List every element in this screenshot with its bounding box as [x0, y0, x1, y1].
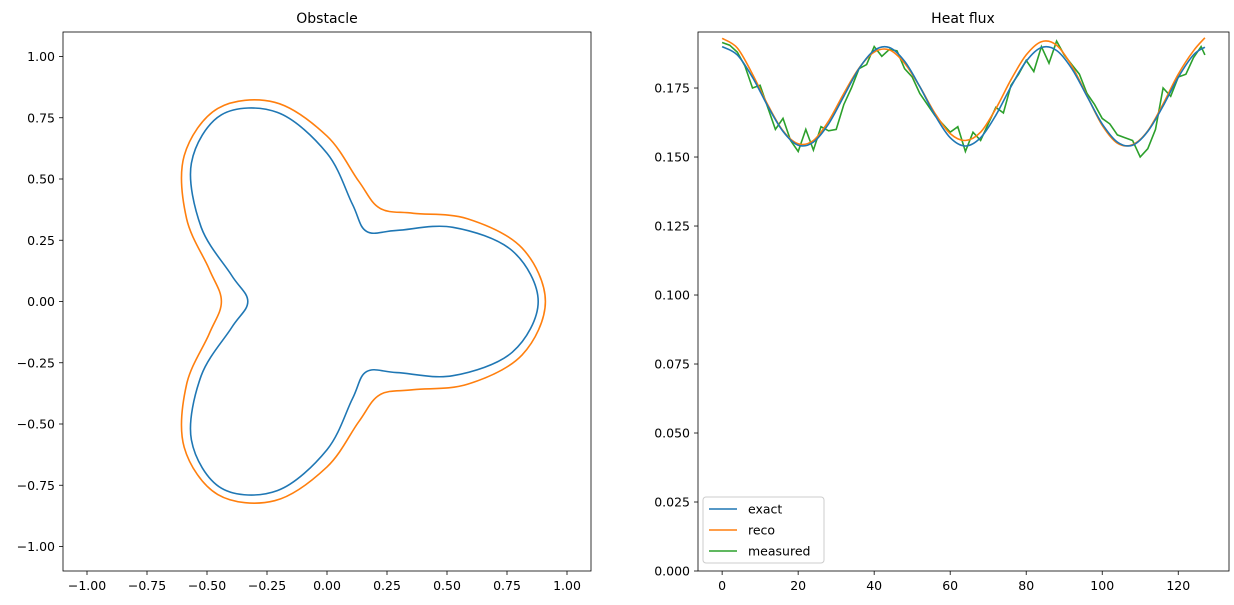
y-tick-label: 0.150 [654, 150, 690, 165]
x-tick-label: −1.00 [68, 578, 106, 593]
x-tick-label: 0.50 [433, 578, 461, 593]
y-tick-label: 0.25 [27, 233, 55, 248]
y-tick-label: 0.075 [654, 357, 690, 372]
obstacle-axes-frame [62, 31, 592, 572]
y-tick-label: 0.050 [654, 426, 690, 441]
legend-label-exact: exact [748, 502, 782, 517]
y-tick-label: 0.75 [27, 110, 55, 125]
y-tick-label: 0.50 [27, 172, 55, 187]
y-tick-label: −1.00 [17, 539, 55, 554]
x-tick-label: 100 [1090, 578, 1114, 593]
y-tick-label: −0.75 [17, 478, 55, 493]
obstacle-axes: Obstacle −1.00 −0.75 −0.50 −0.25 0.00 0.25 0.5… [17, 11, 592, 593]
x-tick-label: 40 [866, 578, 882, 593]
x-tick-label: 80 [1018, 578, 1034, 593]
legend-label-reco: reco [748, 523, 775, 538]
legend-box [702, 496, 825, 564]
y-tick-label: −0.50 [17, 417, 55, 432]
obstacle-title: Obstacle [296, 11, 357, 27]
x-tick-label: −0.50 [188, 578, 226, 593]
measured-series-line [721, 39, 1206, 159]
y-tick-label: 1.00 [27, 49, 55, 64]
x-tick-label: 20 [790, 578, 806, 593]
x-tick-label: 0 [718, 578, 726, 593]
reconstructed-obstacle-curve [180, 99, 547, 504]
x-tick-label: 120 [1166, 578, 1190, 593]
y-tick-label: 0.000 [654, 564, 690, 579]
x-tick-label: 0.25 [373, 578, 401, 593]
reco-series-line [721, 37, 1206, 147]
y-tick-label: 0.025 [654, 495, 690, 510]
x-tick-label: −0.25 [248, 578, 286, 593]
legend-label-measured: measured [748, 544, 810, 559]
y-tick-label: 0.00 [27, 294, 55, 309]
y-tick-label: 0.100 [654, 288, 690, 303]
heat-flux-axes-frame [697, 31, 1230, 572]
heat-flux-title: Heat flux [931, 11, 995, 27]
x-tick-label: 0.00 [313, 578, 341, 593]
exact-series-line [721, 45, 1206, 147]
x-tick-label: −0.75 [128, 578, 166, 593]
x-tick-label: 1.00 [553, 578, 581, 593]
y-tick-label: −0.25 [17, 355, 55, 370]
legend: exact reco measured [702, 496, 825, 564]
y-tick-label: 0.175 [654, 81, 690, 96]
heat-flux-axes: Heat flux 0 20 40 60 80 100 120 0.000 0.025 0.050… [654, 11, 1230, 593]
y-tick-label: 0.125 [654, 219, 690, 234]
exact-obstacle-curve [189, 107, 539, 496]
x-tick-label: 0.75 [493, 578, 521, 593]
x-tick-label: 60 [942, 578, 958, 593]
